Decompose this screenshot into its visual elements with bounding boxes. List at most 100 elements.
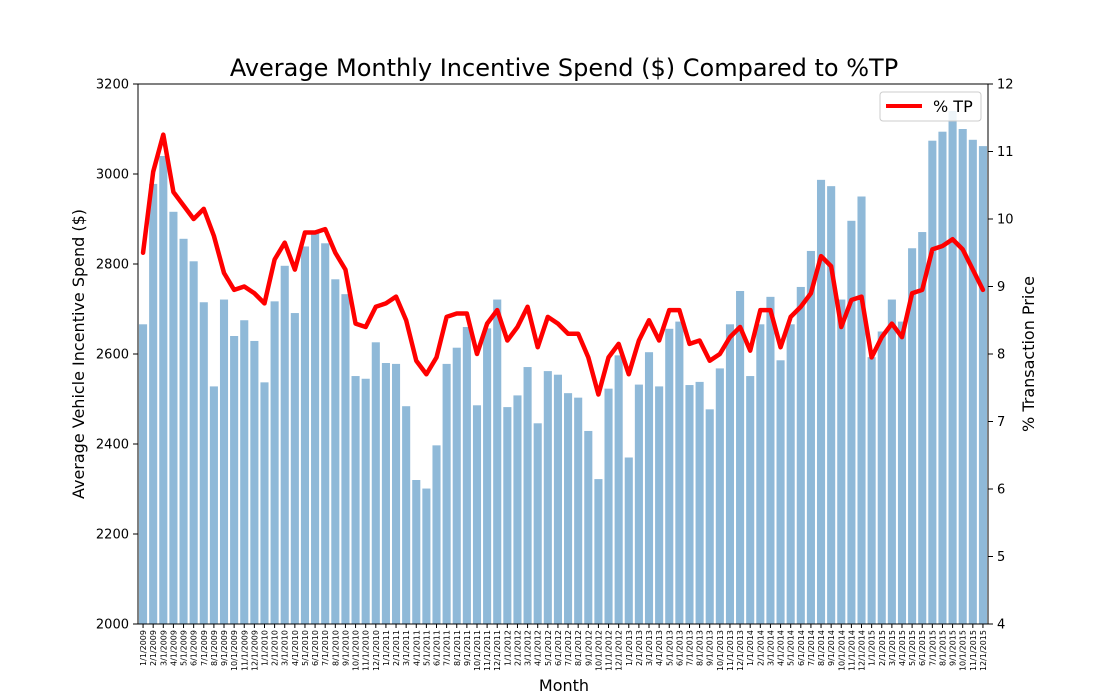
bar — [827, 186, 836, 624]
right-y-axis: 4 5 6 7 8 9 10 11 12 — [988, 78, 1014, 633]
x-tick-label: 8/1/2012 — [574, 630, 583, 666]
bar — [169, 211, 178, 625]
x-tick-label: 6/1/2010 — [311, 630, 320, 666]
x-tick-label: 11/1/2009 — [240, 630, 249, 671]
x-tick-label: 7/1/2014 — [807, 630, 816, 666]
x-tick-label: 12/1/2010 — [372, 630, 381, 671]
bar — [887, 299, 896, 624]
line-series — [140, 132, 986, 397]
x-tick-label: 3/1/2010 — [281, 630, 290, 666]
x-tick-label: 3/1/2013 — [645, 630, 654, 666]
legend-label: % TP — [933, 97, 973, 116]
x-tick-label: 12/1/2012 — [615, 630, 624, 671]
x-tick-label: 11/1/2010 — [362, 630, 371, 671]
bar — [928, 140, 937, 624]
x-tick-label: 9/1/2014 — [827, 630, 836, 666]
bar — [472, 405, 482, 624]
bar — [412, 480, 421, 624]
bar — [736, 291, 745, 624]
x-axis-label: Month — [539, 676, 589, 695]
x-tick-label: 7/1/2012 — [564, 630, 573, 666]
x-tick-label: 4/1/2011 — [412, 630, 421, 666]
bar — [483, 328, 492, 624]
bar — [230, 336, 239, 624]
x-tick-label: 11/1/2013 — [726, 630, 735, 671]
bar — [877, 331, 886, 624]
x-tick-label: 4/1/2013 — [655, 630, 664, 666]
bar — [766, 296, 775, 624]
bar — [533, 423, 542, 624]
bar — [371, 342, 380, 624]
x-tick-label: 8/1/2014 — [817, 630, 826, 666]
y2-tick-label: 5 — [997, 550, 1005, 565]
bar — [574, 397, 583, 624]
bar — [179, 238, 188, 625]
bar — [564, 393, 573, 624]
y-axis-label: Average Vehicle Incentive Spend ($) — [69, 209, 88, 499]
bar — [948, 111, 957, 624]
y2-axis-label: % Transaction Price — [1019, 276, 1038, 432]
bar — [523, 367, 532, 624]
y2-tick-label: 7 — [997, 415, 1005, 430]
x-tick-label: 9/1/2010 — [341, 630, 350, 666]
bar — [867, 357, 876, 624]
x-tick-label: 7/1/2010 — [321, 630, 330, 666]
bar — [776, 360, 785, 624]
x-tick-label: 10/1/2013 — [716, 630, 725, 671]
legend: % TP — [879, 91, 982, 122]
bar — [199, 302, 208, 624]
x-tick-label: 2/1/2012 — [513, 630, 522, 666]
y-tick-label: 2200 — [96, 528, 129, 543]
bar — [300, 246, 310, 624]
legend-box — [879, 91, 982, 122]
y2-tick-label: 11 — [997, 145, 1014, 160]
bar — [250, 340, 259, 624]
bar — [604, 388, 613, 624]
bar — [139, 324, 148, 624]
bar — [240, 320, 249, 624]
x-tick-label: 3/1/2011 — [402, 630, 411, 666]
bar — [705, 409, 714, 624]
x-tick-label: 10/1/2012 — [594, 630, 603, 671]
bar — [634, 384, 643, 624]
pct-tp-line — [140, 132, 986, 397]
x-tick-label: 1/1/2014 — [746, 630, 755, 666]
y2-tick-label: 6 — [997, 483, 1005, 498]
x-tick-label: 11/1/2014 — [847, 630, 856, 671]
bar — [908, 248, 917, 624]
bar — [584, 430, 593, 624]
x-tick-label: 12/1/2011 — [493, 630, 502, 671]
x-tick-label: 5/1/2011 — [422, 630, 431, 666]
bar — [270, 301, 279, 624]
x-tick-label: 2/1/2011 — [392, 630, 401, 666]
x-tick-label: 4/1/2010 — [291, 630, 300, 666]
x-tick-label: 5/1/2013 — [665, 630, 674, 666]
bar — [209, 386, 218, 624]
bar — [756, 324, 765, 624]
bar — [847, 220, 856, 625]
bar — [746, 376, 755, 624]
bar — [361, 378, 370, 624]
x-tick-label: 6/1/2015 — [918, 630, 927, 666]
chart-title: Average Monthly Incentive Spend ($) Comp… — [230, 54, 898, 82]
x-tick-label: 4/1/2012 — [534, 630, 543, 666]
x-tick-label: 11/1/2015 — [969, 630, 978, 671]
bar — [432, 445, 441, 624]
x-tick-label: 1/1/2010 — [260, 630, 269, 666]
x-tick-label: 3/1/2014 — [766, 630, 775, 666]
bar — [462, 327, 471, 624]
bar — [331, 279, 340, 624]
bar — [675, 321, 684, 624]
bar — [715, 368, 724, 624]
x-tick-label: 10/1/2010 — [352, 630, 361, 671]
x-tick-label: 3/1/2015 — [888, 630, 897, 666]
x-tick-label: 11/1/2012 — [605, 630, 614, 671]
x-tick-label: 6/1/2014 — [797, 630, 806, 666]
y-tick-label: 3000 — [96, 168, 129, 183]
y2-tick-label: 12 — [997, 78, 1014, 93]
x-tick-label: 7/1/2013 — [685, 630, 694, 666]
x-tick-label: 1/1/2011 — [382, 630, 391, 666]
bar — [260, 382, 269, 624]
bar — [685, 385, 694, 624]
